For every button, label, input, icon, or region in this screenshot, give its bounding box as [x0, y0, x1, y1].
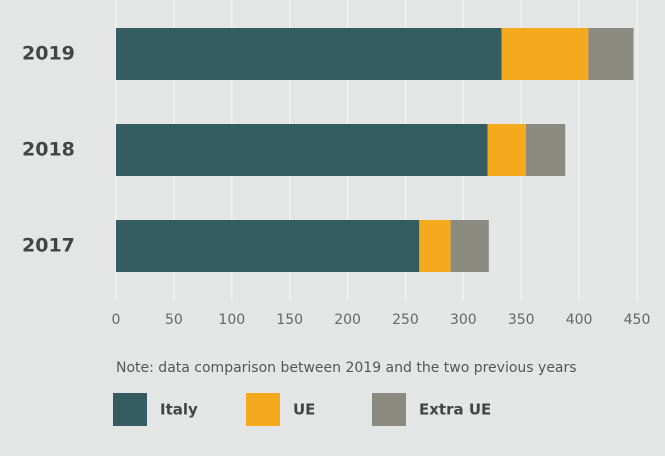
legend-label: Extra UE	[419, 401, 491, 419]
x-tick-label: 0	[112, 312, 121, 328]
bar-segment	[419, 220, 451, 272]
y-tick-label: 2019	[22, 43, 75, 65]
bar-segment	[501, 28, 589, 80]
bar-segment	[487, 124, 526, 176]
bar-segment	[588, 28, 634, 80]
x-tick-label: 250	[392, 312, 419, 328]
note: Note: data comparison between 2019 and t…	[116, 360, 577, 376]
bar-segment	[116, 220, 420, 272]
x-tick-label: 300	[450, 312, 477, 328]
legend-label: Italy	[160, 401, 198, 419]
x-tick-label: 150	[276, 312, 303, 328]
x-tick-label: 200	[334, 312, 361, 328]
legend-label: UE	[293, 401, 315, 419]
x-tick-label: 450	[624, 312, 651, 328]
legend-swatch	[113, 393, 147, 426]
x-tick-label: 350	[508, 312, 535, 328]
x-tick-label: 100	[218, 312, 245, 328]
bar-segment	[525, 124, 566, 176]
bar-segment	[116, 28, 502, 80]
bar-segment	[450, 220, 489, 272]
y-tick-label: 2018	[22, 139, 75, 161]
legend-swatch	[246, 393, 280, 426]
x-tick-label: 400	[566, 312, 593, 328]
bar-segment	[116, 124, 488, 176]
x-tick-label: 50	[165, 312, 183, 328]
legend-swatch	[372, 393, 406, 426]
y-tick-label: 2017	[22, 235, 75, 257]
